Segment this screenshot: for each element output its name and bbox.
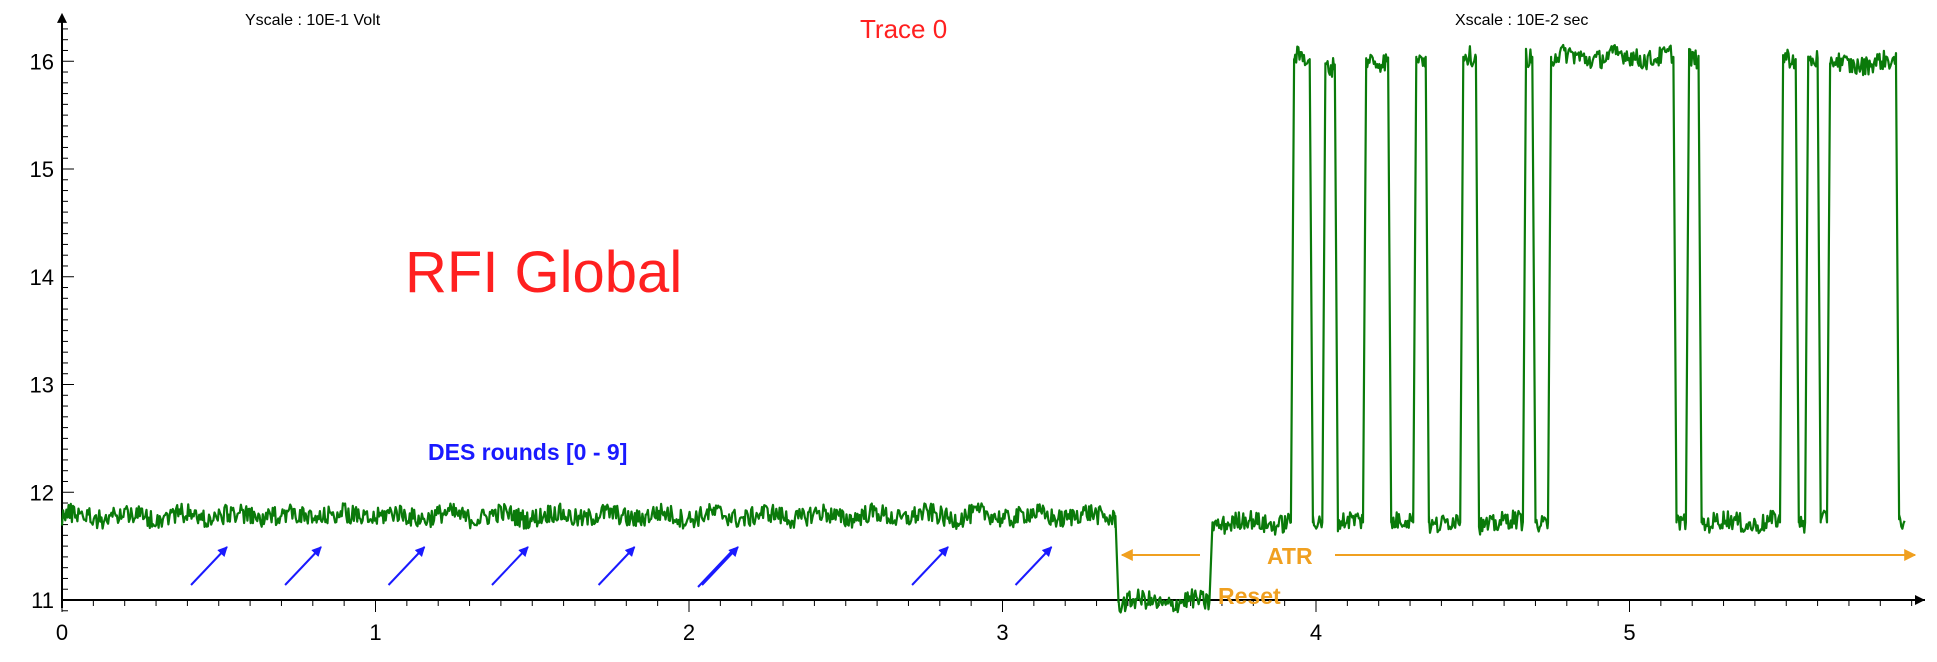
- des-round-arrow: [911, 546, 949, 586]
- x-axis-arrowhead: [1915, 595, 1925, 605]
- y-tick-label: 14: [30, 265, 54, 290]
- des-round-arrow: [701, 546, 739, 586]
- y-tick-label: 12: [30, 480, 54, 505]
- des-arrows: [190, 546, 1053, 588]
- des-round-arrow: [284, 546, 322, 586]
- x-tick-label: 4: [1310, 620, 1322, 645]
- series-trace-0: [60, 43, 1906, 614]
- y-tick-label: 11: [31, 588, 54, 613]
- y-axis-arrowhead: [57, 12, 67, 23]
- chart-title: Trace 0: [860, 14, 947, 44]
- watermark-label: RFI Global: [405, 240, 682, 305]
- yscale-label: Yscale : 10E-1 Volt: [245, 12, 381, 29]
- des-rounds-label: DES rounds [0 - 9]: [428, 439, 627, 465]
- x-tick-label: 0: [56, 620, 68, 645]
- x-tick-label: 3: [996, 620, 1008, 645]
- reset-label: Reset: [1218, 583, 1281, 609]
- x-tick-label: 5: [1623, 620, 1635, 645]
- trace-line: [60, 43, 1906, 614]
- des-round-arrow: [491, 546, 529, 586]
- des-round-arrow: [387, 546, 426, 586]
- des-round-arrow: [1014, 546, 1053, 586]
- x-tick-label: 1: [369, 620, 381, 645]
- y-tick-label: 16: [30, 49, 54, 74]
- atr-label: ATR: [1267, 543, 1313, 569]
- des-round-arrow: [190, 546, 228, 586]
- x-tick-label: 2: [683, 620, 695, 645]
- xscale-label: Xscale : 10E-2 sec: [1455, 12, 1588, 29]
- des-round-arrow: [597, 546, 636, 586]
- y-tick-label: 13: [30, 373, 54, 398]
- y-tick-label: 15: [30, 157, 54, 182]
- des-round-arrow-double: [697, 548, 735, 588]
